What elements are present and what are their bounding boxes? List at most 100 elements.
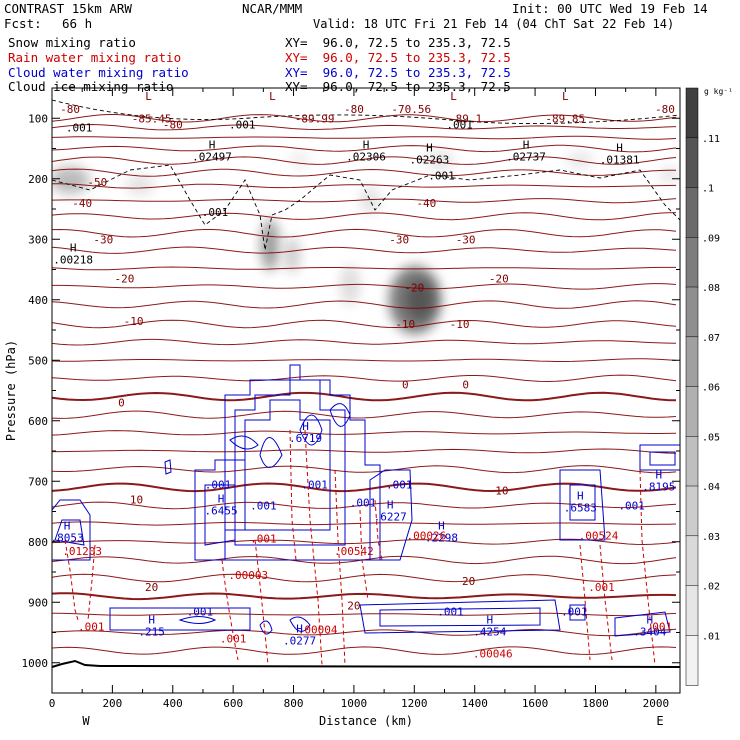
- cloud-water-contour: [569, 484, 596, 521]
- colorbar: .01 .02 .03 .04 .05 .06 .07 .08 .09 .1 .11 g kg⁻¹: [685, 87, 733, 686]
- isotherm-line: [52, 114, 677, 123]
- colorbar-cell: [685, 87, 699, 139]
- colorbar-cell: [685, 237, 699, 288]
- valid-time: Valid: 18 UTC Fri 21 Feb 14 (04 ChT Sat …: [313, 17, 675, 31]
- isotherm-line: [52, 338, 677, 346]
- isotherm-label: 10: [130, 493, 143, 506]
- snow-blob: [52, 166, 90, 194]
- colorbar-cell: [685, 137, 699, 189]
- y-tick-label: 100: [28, 112, 48, 125]
- extremum-value: .02737: [506, 151, 546, 164]
- extremum-value: .00003: [228, 569, 268, 582]
- extremum-marker: H: [209, 139, 216, 152]
- extremum-value: .02263: [410, 154, 450, 167]
- cloud-water-contours: [52, 364, 680, 637]
- isotherm-label: -40: [72, 197, 92, 210]
- cloud-water-contour: [109, 607, 251, 631]
- cloud-water-contour: [329, 403, 351, 427]
- extremum-marker: H: [64, 520, 71, 533]
- cloud-water-contour: [639, 444, 680, 471]
- x-tick-label: 2000: [643, 697, 670, 710]
- ground-surface: [51, 659, 681, 668]
- isotherm-label: -80: [60, 103, 80, 116]
- model-title: CONTRAST 15km ARW: [4, 1, 132, 16]
- y-tick-label: 900: [28, 596, 48, 609]
- extremum-marker: H: [523, 139, 530, 152]
- isotherm-line: [52, 538, 677, 546]
- isotherm-line: [52, 430, 677, 436]
- extremum-marker: H: [426, 142, 433, 155]
- y-tick-label: 200: [28, 173, 48, 186]
- colorbar-label: .05: [702, 432, 720, 443]
- y-axis-label: Pressure (hPa): [4, 340, 18, 441]
- isotherm-label: -20: [115, 273, 135, 286]
- x-axis-label: Distance (km): [319, 714, 413, 728]
- colorbar-label: .09: [702, 233, 720, 244]
- contour-label: .001: [446, 118, 473, 131]
- isotherm-label: -80: [163, 118, 183, 131]
- isotherm-line: [52, 198, 677, 204]
- y-tick-label: 500: [28, 354, 48, 367]
- cloud-water-contour: [559, 469, 606, 541]
- isotherm-line: [52, 391, 677, 402]
- extremum-value: -89.1: [449, 112, 482, 125]
- isotherm-line: [52, 156, 677, 165]
- contour-label: .001: [78, 620, 105, 633]
- extremum-value: .8195: [642, 480, 675, 493]
- x-tick-label: 400: [163, 697, 183, 710]
- y-tick-label: 800: [28, 536, 48, 549]
- extremum-value: .6719: [289, 432, 322, 445]
- snow-blob: [261, 219, 279, 271]
- isotherm-line: [52, 448, 677, 454]
- cloud-water-contour: [259, 437, 283, 468]
- isotherm-label: -30: [456, 233, 476, 246]
- x-tick-label: 200: [102, 697, 122, 710]
- isotherm-line: [52, 123, 677, 131]
- west-label: W: [82, 714, 90, 728]
- contour-label: .001: [301, 478, 328, 491]
- extremum-marker: H: [363, 139, 370, 152]
- extremum-value: .02497: [192, 151, 232, 164]
- extremum-marker: H: [438, 520, 445, 533]
- init-time: Init: 00 UTC Wed 19 Feb 14: [512, 1, 708, 16]
- cloud-water-contour: [649, 451, 676, 466]
- isotherm-label: 10: [495, 484, 508, 497]
- cloud-water-contour: [229, 435, 259, 450]
- isotherm-line: [52, 183, 677, 189]
- colorbar-cell: [685, 286, 699, 338]
- isotherm-line: [52, 374, 677, 383]
- rain-water-contour: [359, 509, 369, 601]
- isotherm-line: [52, 319, 677, 329]
- extremum-value: .8053: [51, 532, 84, 545]
- y-tick-label: 1000: [22, 657, 49, 670]
- contour-label: .001: [350, 496, 377, 509]
- isotherm-label: -80: [655, 103, 675, 116]
- isotherm-line: [52, 266, 676, 271]
- isotherm-label: -10: [124, 315, 144, 328]
- snow-blob: [566, 152, 594, 168]
- cloud-water-contour: [244, 399, 331, 531]
- y-tick-label: 400: [28, 294, 48, 307]
- rain-water-contour: [221, 559, 239, 661]
- colorbar-label: .08: [702, 283, 720, 294]
- cloud-water-contour: [54, 519, 85, 546]
- snow-blob: [284, 237, 300, 273]
- snow-blob: [406, 280, 434, 320]
- isotherm-label: -50: [87, 176, 107, 189]
- isotherm-line: [52, 482, 677, 493]
- isotherm-label: -10: [450, 318, 470, 331]
- extremum-value: .00542: [334, 545, 374, 558]
- colorbar-cell: [685, 436, 699, 487]
- contour-label: .001: [202, 206, 229, 219]
- rain-water-contour: [304, 429, 323, 666]
- isotherm-line: [52, 628, 677, 637]
- extremum-marker: H: [577, 489, 584, 502]
- snow-blob: [126, 175, 154, 195]
- field-xy-cloud-water: XY= 96.0, 72.5 to 235.3, 72.5: [285, 65, 511, 80]
- x-tick-label: 600: [223, 697, 243, 710]
- contour-label: .001: [386, 478, 413, 491]
- axes: 0 200 400 600 800 1000 1200 1400 1600 1800 2000100…: [4, 88, 680, 728]
- rain-water-contour: [289, 429, 297, 561]
- center-name: NCAR/MMM: [242, 1, 303, 16]
